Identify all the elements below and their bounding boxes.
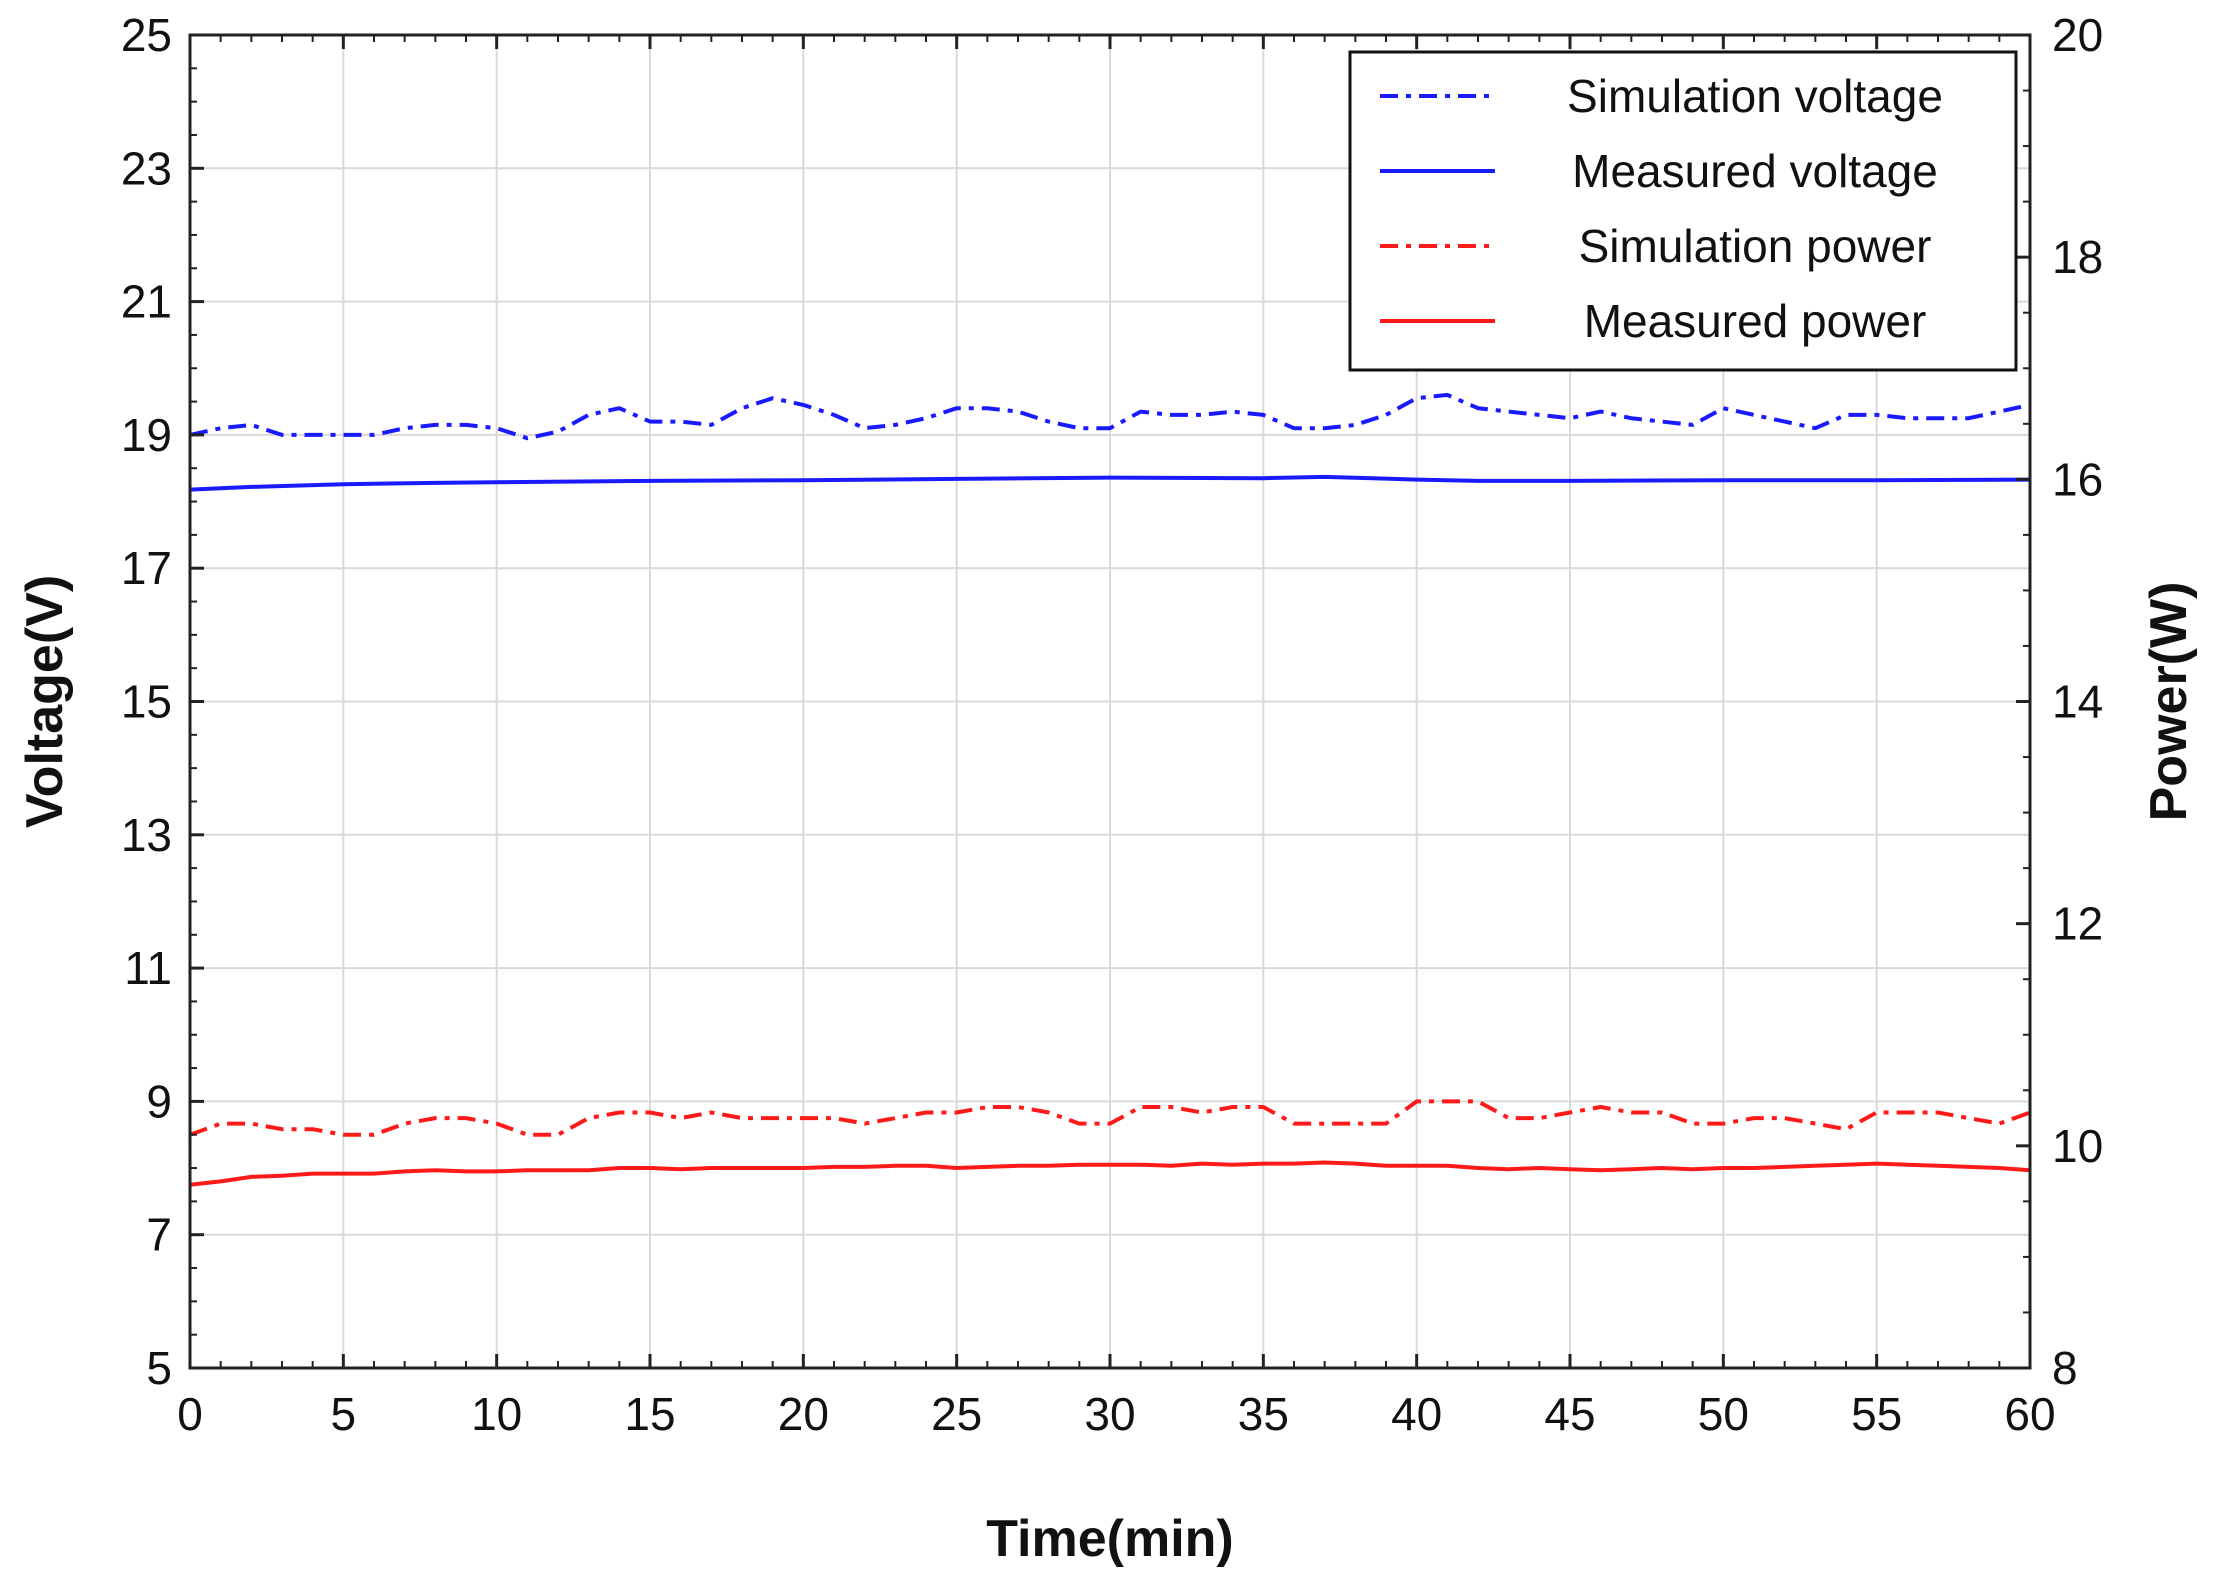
x-tick-label: 10 <box>471 1388 522 1440</box>
y-left-tick-label: 7 <box>146 1209 172 1261</box>
x-tick-label: 15 <box>624 1388 675 1440</box>
y-left-tick-label: 15 <box>121 676 172 728</box>
legend-items: Simulation voltage Measured voltage Simula… <box>1380 70 1943 347</box>
y-left-tick-label: 23 <box>121 142 172 194</box>
y-left-tick-label: 5 <box>146 1342 172 1394</box>
series-layer <box>189 392 2031 1187</box>
x-tick-label: 45 <box>1544 1388 1595 1440</box>
y-right-tick-labels: 8 10 12 14 16 18 20 <box>2052 9 2103 1394</box>
x-tick-label: 20 <box>778 1388 829 1440</box>
y-right-tick-label: 18 <box>2052 231 2103 283</box>
y-left-tick-labels: 5 7 9 11 13 15 17 19 21 23 25 <box>121 9 172 1394</box>
ticks <box>188 33 2032 1370</box>
y-left-tick-label: 13 <box>121 809 172 861</box>
y-left-tick-label: 9 <box>146 1075 172 1127</box>
y-left-tick-label: 19 <box>121 409 172 461</box>
x-axis-title: Time(min) <box>986 1510 1234 1568</box>
legend-label: Measured power <box>1584 295 1927 347</box>
y-left-tick-label: 25 <box>121 9 172 61</box>
series-line-simulation-voltage <box>189 392 2031 441</box>
x-tick-label: 60 <box>2004 1388 2055 1440</box>
y-left-axis-title: Voltage(V) <box>16 575 74 828</box>
y-right-tick-label: 16 <box>2052 453 2103 505</box>
x-tick-label: 40 <box>1391 1388 1442 1440</box>
series-line-measured-voltage <box>189 474 2031 492</box>
y-right-tick-label: 12 <box>2052 898 2103 950</box>
x-tick-labels: 0 5 10 15 20 25 30 35 40 45 50 55 60 <box>177 1388 2055 1440</box>
legend-box <box>1348 50 2018 372</box>
legend-label: Simulation voltage <box>1567 70 1943 122</box>
y-right-axis-title: Power(W) <box>2140 582 2198 822</box>
legend-label: Measured voltage <box>1572 145 1938 197</box>
x-tick-label: 5 <box>331 1388 357 1440</box>
y-left-tick-label: 17 <box>121 542 172 594</box>
series-line-simulation-power <box>189 1099 2031 1137</box>
x-tick-label: 25 <box>931 1388 982 1440</box>
series-line-measured-power <box>189 1160 2031 1187</box>
x-tick-label: 35 <box>1238 1388 1289 1440</box>
legend-label: Simulation power <box>1579 220 1932 272</box>
x-tick-label: 0 <box>177 1388 203 1440</box>
y-right-tick-label: 20 <box>2052 9 2103 61</box>
x-tick-label: 50 <box>1698 1388 1749 1440</box>
y-left-tick-label: 21 <box>121 276 172 328</box>
x-tick-label: 30 <box>1084 1388 1135 1440</box>
y-right-tick-label: 14 <box>2052 676 2103 728</box>
x-tick-label: 55 <box>1851 1388 1902 1440</box>
y-right-tick-label: 10 <box>2052 1120 2103 1172</box>
y-right-tick-label: 8 <box>2052 1342 2078 1394</box>
y-left-tick-label: 11 <box>124 942 172 994</box>
legend: Simulation voltage Measured voltage Simula… <box>1348 50 2018 372</box>
